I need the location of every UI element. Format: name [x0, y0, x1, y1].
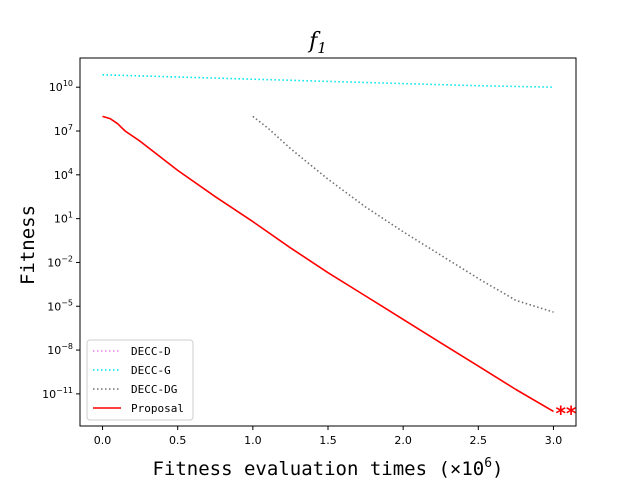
- y-tick-label-exponent: −8: [61, 342, 73, 351]
- chart-title-subscript: 1: [317, 39, 327, 57]
- significance-marker: **: [555, 401, 576, 425]
- x-tick-label: 2.0: [394, 434, 412, 447]
- y-tick-label-base: 10: [42, 388, 56, 401]
- y-tick-label-exponent: −5: [61, 298, 73, 307]
- series-line-proposal: [102, 115, 554, 413]
- x-axis-ticks: 0.0 0.5 1.0 1.5 2.0 2.5 3.0: [94, 426, 562, 447]
- y-tick-label-exponent: 4: [68, 167, 73, 176]
- plot-area: 0.0 0.5 1.0 1.5 2.0 2.5 3.0 101010710410110−21…: [42, 57, 577, 447]
- x-tick-label: 0.5: [169, 434, 187, 447]
- legend-label-decc-g: DECC-G: [131, 364, 171, 377]
- y-tick-label-base: 10: [54, 169, 68, 182]
- y-tick-label: 1010: [49, 79, 73, 94]
- y-tick-label: 101: [54, 211, 73, 226]
- y-tick-label: 10−5: [47, 298, 73, 313]
- y-tick-label: 10−8: [47, 342, 73, 357]
- series-line-decc-dg: [252, 115, 554, 313]
- y-tick-label-base: 10: [47, 344, 61, 357]
- series-layer: [102, 74, 554, 413]
- y-tick-label: 107: [54, 123, 73, 138]
- y-tick-label-base: 10: [54, 125, 68, 138]
- x-axis-label: Fitness evaluation times (×106): [152, 456, 503, 480]
- y-tick-label-exponent: 10: [63, 79, 73, 88]
- y-tick-label-exponent: −11: [56, 386, 73, 395]
- y-tick-label-exponent: 1: [68, 211, 73, 220]
- y-axis-label: Fitness: [17, 205, 39, 285]
- y-tick-label: 104: [54, 167, 73, 182]
- legend-box: [86, 339, 194, 421]
- x-axis-label-exponent: 6: [484, 456, 492, 471]
- x-axis-label-text: Fitness evaluation times (×10: [152, 458, 484, 480]
- y-tick-label-base: 10: [54, 213, 68, 226]
- chart-title: f1: [307, 29, 327, 57]
- x-tick-label: 2.5: [470, 434, 488, 447]
- legend-label-decc-d: DECC-D: [131, 345, 171, 358]
- x-axis-label-close: ): [492, 458, 503, 480]
- x-tick-label: 3.0: [545, 434, 563, 447]
- y-tick-label-exponent: −2: [61, 254, 73, 263]
- x-tick-label: 1.0: [244, 434, 262, 447]
- legend-label-proposal: Proposal: [131, 402, 184, 415]
- y-tick-label-base: 10: [47, 256, 61, 269]
- y-tick-label: 10−2: [47, 254, 73, 269]
- x-tick-label: 0.0: [94, 434, 112, 447]
- y-tick-label: 10−11: [42, 386, 73, 401]
- legend-label-decc-dg: DECC-DG: [131, 383, 177, 396]
- legend: DECC-D DECC-G DECC-DG Proposal: [86, 339, 194, 421]
- y-tick-label-base: 10: [49, 81, 63, 94]
- y-tick-label-exponent: 7: [68, 123, 73, 132]
- series-line-decc-g: [102, 74, 554, 88]
- x-tick-label: 1.5: [319, 434, 337, 447]
- y-tick-label-base: 10: [47, 300, 61, 313]
